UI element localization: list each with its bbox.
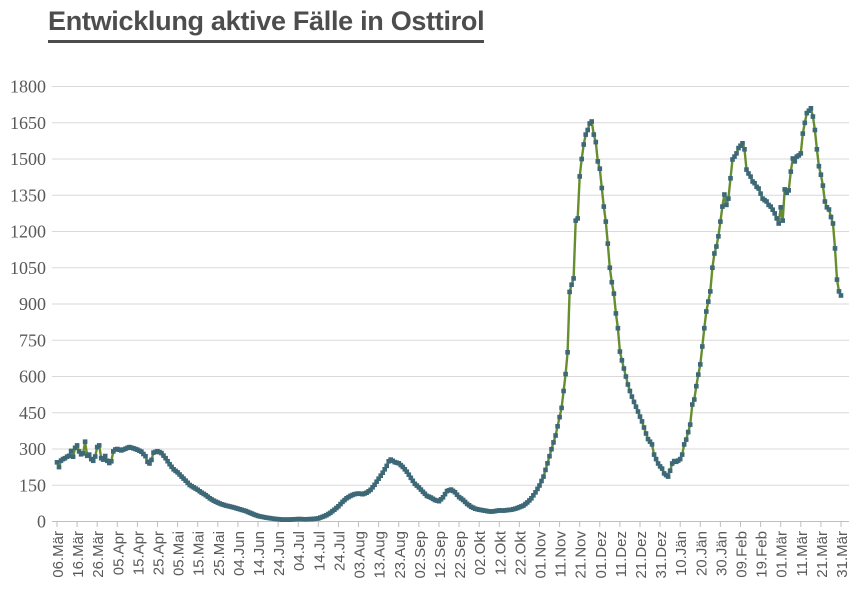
- svg-text:16.Mär: 16.Mär: [70, 531, 87, 578]
- svg-text:26.Mär: 26.Mär: [90, 531, 107, 578]
- chart-title: Entwicklung aktive Fälle in Osttirol: [48, 6, 485, 43]
- svg-text:900: 900: [19, 294, 46, 314]
- svg-text:04.Jun: 04.Jun: [231, 531, 248, 576]
- y-axis-labels: 0 150 300 450 600 750 900 1050 1200 1350 1500 1650 1…: [10, 77, 46, 532]
- svg-text:1350: 1350: [10, 185, 46, 205]
- svg-text:600: 600: [19, 367, 46, 387]
- svg-text:12.Okt: 12.Okt: [492, 530, 509, 575]
- svg-text:20.Jän: 20.Jän: [693, 531, 710, 576]
- svg-text:1650: 1650: [10, 113, 46, 133]
- svg-text:10.Jän: 10.Jän: [673, 531, 690, 576]
- svg-text:450: 450: [19, 403, 46, 423]
- x-axis-labels: 06.Mär 16.Mär 26.Mär 05.Apr 15.Apr 25.Apr 05.M…: [50, 530, 851, 578]
- svg-text:24.Jul: 24.Jul: [331, 531, 348, 571]
- svg-text:21.Dez: 21.Dez: [633, 531, 650, 579]
- svg-text:24.Jun: 24.Jun: [271, 531, 288, 576]
- svg-text:04.Jul: 04.Jul: [291, 531, 308, 571]
- svg-text:15.Mai: 15.Mai: [191, 531, 208, 576]
- svg-text:25.Mai: 25.Mai: [211, 531, 228, 576]
- svg-text:23.Aug: 23.Aug: [392, 531, 409, 579]
- svg-text:30.Jän: 30.Jän: [713, 531, 730, 576]
- svg-text:1500: 1500: [10, 149, 46, 169]
- svg-text:09.Feb: 09.Feb: [734, 531, 751, 578]
- svg-text:11.Nov: 11.Nov: [553, 531, 570, 578]
- svg-text:21.Mär: 21.Mär: [814, 531, 831, 578]
- svg-text:05.Mai: 05.Mai: [171, 531, 188, 576]
- svg-text:25.Apr: 25.Apr: [151, 531, 168, 575]
- svg-text:14.Jul: 14.Jul: [311, 531, 328, 571]
- svg-text:05.Apr: 05.Apr: [110, 531, 127, 575]
- svg-text:15.Apr: 15.Apr: [130, 531, 147, 575]
- svg-text:31.Dez: 31.Dez: [653, 531, 670, 579]
- svg-text:300: 300: [19, 439, 46, 459]
- svg-text:01.Nov: 01.Nov: [532, 531, 549, 579]
- svg-text:13.Aug: 13.Aug: [372, 531, 389, 579]
- svg-text:22.Okt: 22.Okt: [512, 530, 529, 575]
- svg-text:1200: 1200: [10, 222, 46, 242]
- svg-text:02.Sep: 02.Sep: [412, 531, 429, 579]
- svg-text:03.Aug: 03.Aug: [352, 531, 369, 579]
- svg-text:11.Dez: 11.Dez: [613, 531, 630, 577]
- svg-text:750: 750: [19, 330, 46, 350]
- svg-text:01.Dez: 01.Dez: [593, 531, 610, 579]
- svg-text:06.Mär: 06.Mär: [50, 531, 67, 578]
- svg-text:1800: 1800: [10, 77, 46, 97]
- svg-text:19.Feb: 19.Feb: [754, 531, 771, 578]
- x-axis: [56, 521, 842, 527]
- data-series-markers: [54, 106, 844, 522]
- svg-text:1050: 1050: [10, 258, 46, 278]
- svg-text:0: 0: [37, 512, 46, 532]
- data-series-line: [55, 107, 843, 521]
- svg-text:31.Mär: 31.Mär: [834, 531, 851, 578]
- svg-text:14.Jun: 14.Jun: [251, 531, 268, 576]
- svg-text:01.Mär: 01.Mär: [774, 531, 791, 578]
- svg-text:11.Mär: 11.Mär: [794, 531, 811, 577]
- gridlines: [52, 86, 849, 522]
- svg-text:02.Okt: 02.Okt: [472, 530, 489, 575]
- svg-text:150: 150: [19, 475, 46, 495]
- svg-text:21.Nov: 21.Nov: [573, 531, 590, 579]
- svg-text:12.Sep: 12.Sep: [432, 531, 449, 579]
- svg-text:22.Sep: 22.Sep: [452, 531, 469, 579]
